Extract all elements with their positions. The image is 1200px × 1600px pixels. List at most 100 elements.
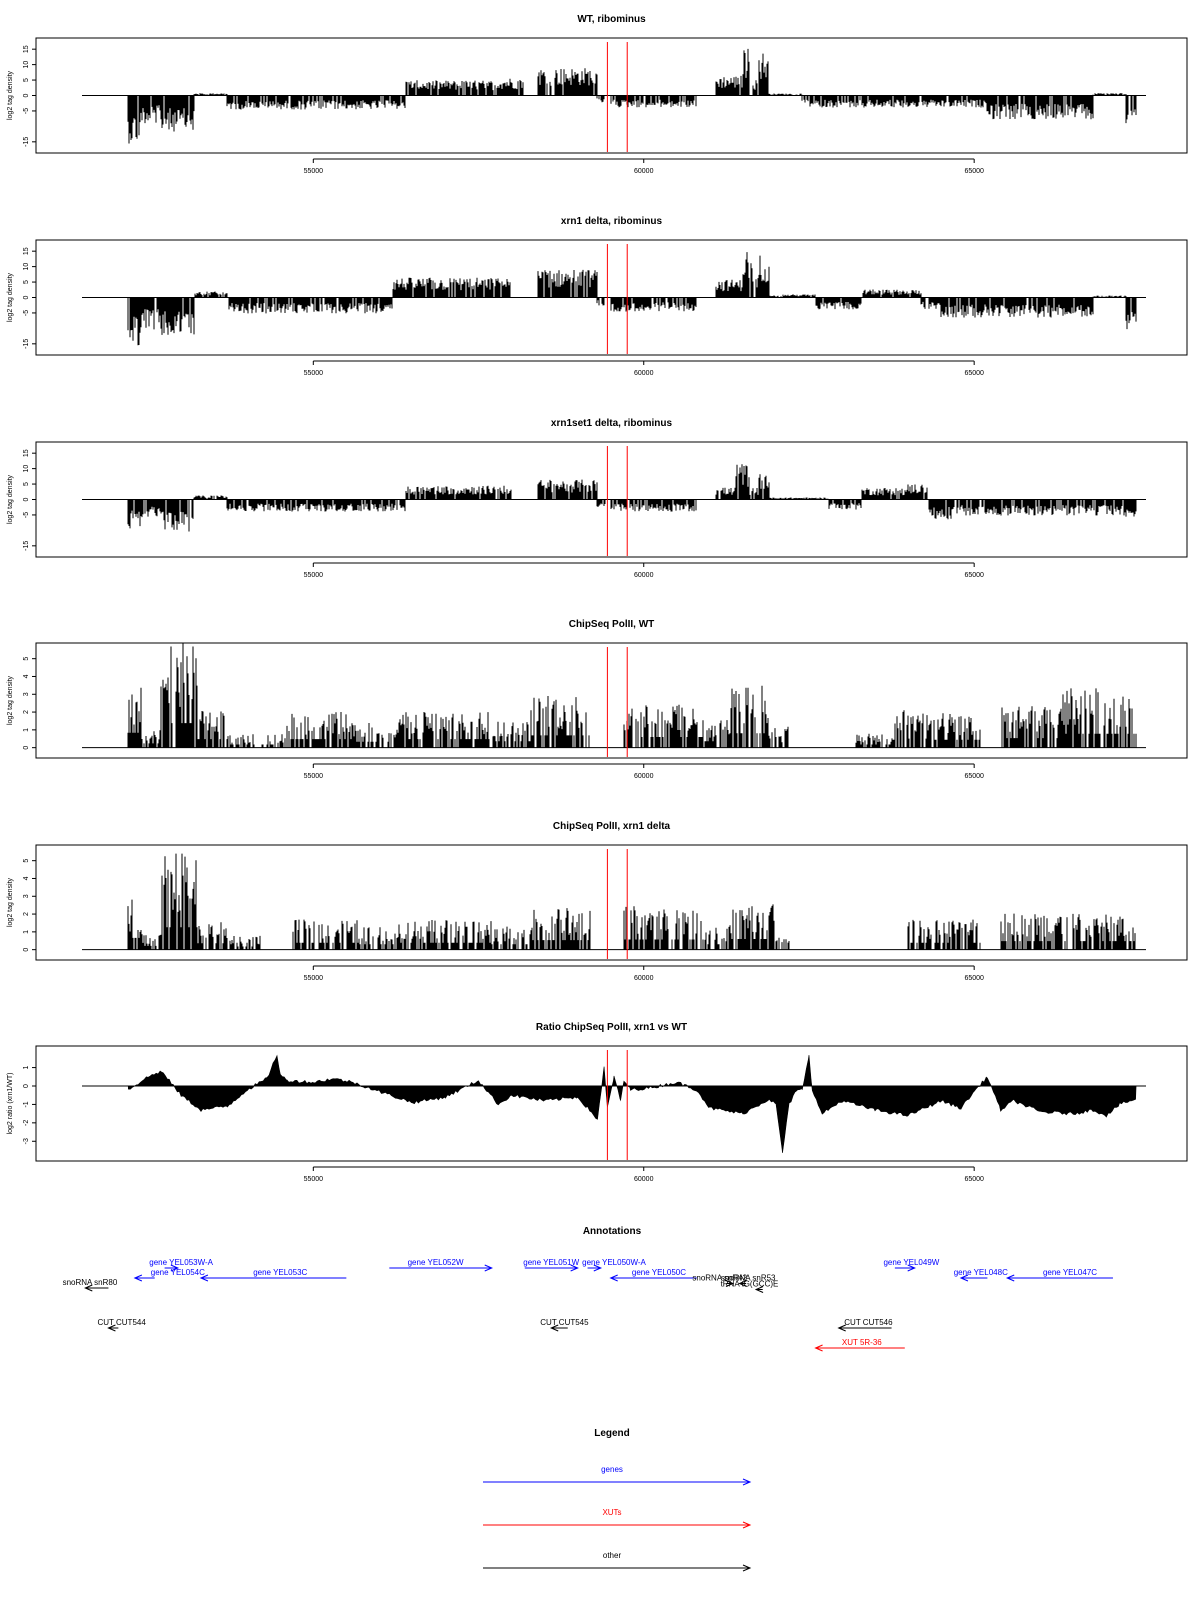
density-bars bbox=[758, 474, 770, 500]
annotation-feature: gene YEL048C bbox=[954, 1268, 1008, 1282]
legend-label: other bbox=[603, 1551, 622, 1560]
feature-label: snoRNA snR42 bbox=[692, 1274, 747, 1283]
arrow-head-icon bbox=[738, 1280, 747, 1287]
density-bars bbox=[161, 853, 198, 950]
y-tick-label: 1 bbox=[23, 930, 30, 934]
density-bars bbox=[1125, 297, 1137, 330]
density-segment bbox=[398, 920, 492, 950]
arrow-head-icon bbox=[907, 1264, 916, 1272]
density-bars bbox=[497, 78, 524, 96]
arrow-head-icon bbox=[484, 1264, 494, 1272]
y-tick-label: 3 bbox=[23, 894, 30, 898]
density-bars bbox=[715, 75, 743, 96]
density-bars bbox=[194, 291, 228, 298]
density-bars bbox=[610, 499, 697, 512]
y-tick-label: 0 bbox=[23, 1084, 30, 1088]
density-segment bbox=[139, 95, 162, 124]
density-segment bbox=[292, 919, 360, 950]
density-segment bbox=[758, 53, 769, 96]
density-segment bbox=[226, 734, 286, 748]
density-segment bbox=[228, 297, 393, 314]
density-bars bbox=[127, 687, 142, 748]
arrow-head-icon bbox=[837, 1324, 846, 1332]
density-bars bbox=[127, 499, 141, 529]
track-data bbox=[127, 1054, 1137, 1153]
density-bars bbox=[748, 487, 760, 500]
arrow-head-icon bbox=[593, 1264, 603, 1272]
annotation-feature: snoRNA snR80 bbox=[63, 1278, 118, 1292]
density-segment bbox=[610, 95, 697, 108]
density-bars bbox=[801, 95, 988, 108]
y-tick-label: 3 bbox=[23, 692, 30, 696]
feature-label: gene YEL049W bbox=[883, 1258, 939, 1267]
density-segment bbox=[940, 297, 1094, 318]
track-data bbox=[127, 464, 1137, 532]
annotation-feature: gene YEL047C bbox=[1005, 1268, 1113, 1282]
density-bars bbox=[537, 479, 598, 500]
density-bars bbox=[197, 922, 228, 950]
density-segment bbox=[742, 252, 753, 298]
density-bars bbox=[855, 733, 895, 748]
panel-title: Ratio ChipSeq PolII, xrn1 vs WT bbox=[536, 1022, 687, 1033]
density-bars bbox=[623, 704, 704, 748]
x-tick-label: 60000 bbox=[634, 370, 654, 377]
arrow-head-icon bbox=[742, 1478, 752, 1486]
y-tick-label: 10 bbox=[23, 61, 30, 69]
density-bars bbox=[139, 499, 162, 518]
density-bars bbox=[491, 926, 532, 950]
annotation-feature: XUT 5R-36 bbox=[814, 1338, 905, 1352]
density-bars bbox=[140, 730, 162, 748]
density-segment bbox=[537, 479, 598, 500]
y-tick-label: 0 bbox=[23, 497, 30, 501]
density-bars bbox=[197, 711, 228, 748]
arrow-head-icon bbox=[814, 1344, 823, 1352]
feature-label: gene YEL052W bbox=[408, 1258, 464, 1267]
legend-title: Legend bbox=[594, 1428, 630, 1439]
y-tick-label: 10 bbox=[23, 263, 30, 271]
y-axis-label: log2 tag density bbox=[7, 877, 14, 927]
density-segment bbox=[596, 95, 605, 103]
density-segment bbox=[161, 853, 198, 950]
density-segment bbox=[160, 642, 198, 748]
feature-label: gene YEL053W-A bbox=[149, 1258, 213, 1267]
feature-label: snoRNA snR53 bbox=[721, 1274, 776, 1283]
y-tick-label: 10 bbox=[23, 465, 30, 473]
density-bars bbox=[492, 721, 531, 748]
x-tick-label: 60000 bbox=[634, 572, 654, 579]
x-tick-label: 65000 bbox=[964, 168, 984, 175]
y-tick-label: -1 bbox=[23, 1101, 30, 1107]
density-segment bbox=[735, 464, 750, 500]
density-segment bbox=[828, 499, 862, 510]
density-segment bbox=[491, 926, 532, 950]
track-panel-4: ChipSeq PolII, xrn1 delta 0 1 2 3 4 5 log2 tag … bbox=[7, 821, 1188, 982]
density-bars bbox=[986, 95, 1094, 120]
density-segment bbox=[140, 934, 162, 950]
density-bars bbox=[226, 734, 286, 748]
density-bars bbox=[398, 920, 492, 950]
density-segment bbox=[405, 80, 498, 96]
density-bars bbox=[704, 926, 730, 950]
x-tick-label: 60000 bbox=[634, 168, 654, 175]
y-tick-label: -2 bbox=[23, 1120, 30, 1126]
density-bars bbox=[228, 297, 393, 314]
x-tick-label: 55000 bbox=[304, 168, 324, 175]
density-segment bbox=[140, 730, 162, 748]
arrow-head-icon bbox=[84, 1284, 93, 1292]
x-tick-label: 65000 bbox=[964, 975, 984, 982]
y-tick-label: 5 bbox=[23, 280, 30, 284]
legend-entry: other bbox=[483, 1551, 752, 1572]
x-axis: 55000 60000 65000 bbox=[304, 158, 984, 175]
y-tick-label: 5 bbox=[23, 78, 30, 82]
density-segment bbox=[704, 926, 730, 950]
feature-label: gene YEL047C bbox=[1043, 1268, 1097, 1277]
y-axis: -3 -2 -1 0 1 bbox=[23, 1066, 37, 1144]
y-axis-label: log2 ratio (xrn1/WT) bbox=[7, 1073, 14, 1135]
density-segment bbox=[815, 297, 862, 310]
density-segment bbox=[715, 75, 743, 96]
x-tick-label: 55000 bbox=[304, 975, 324, 982]
density-bars bbox=[160, 642, 198, 748]
x-tick-label: 55000 bbox=[304, 572, 324, 579]
y-tick-label: 15 bbox=[23, 45, 30, 53]
density-segment bbox=[752, 80, 760, 96]
